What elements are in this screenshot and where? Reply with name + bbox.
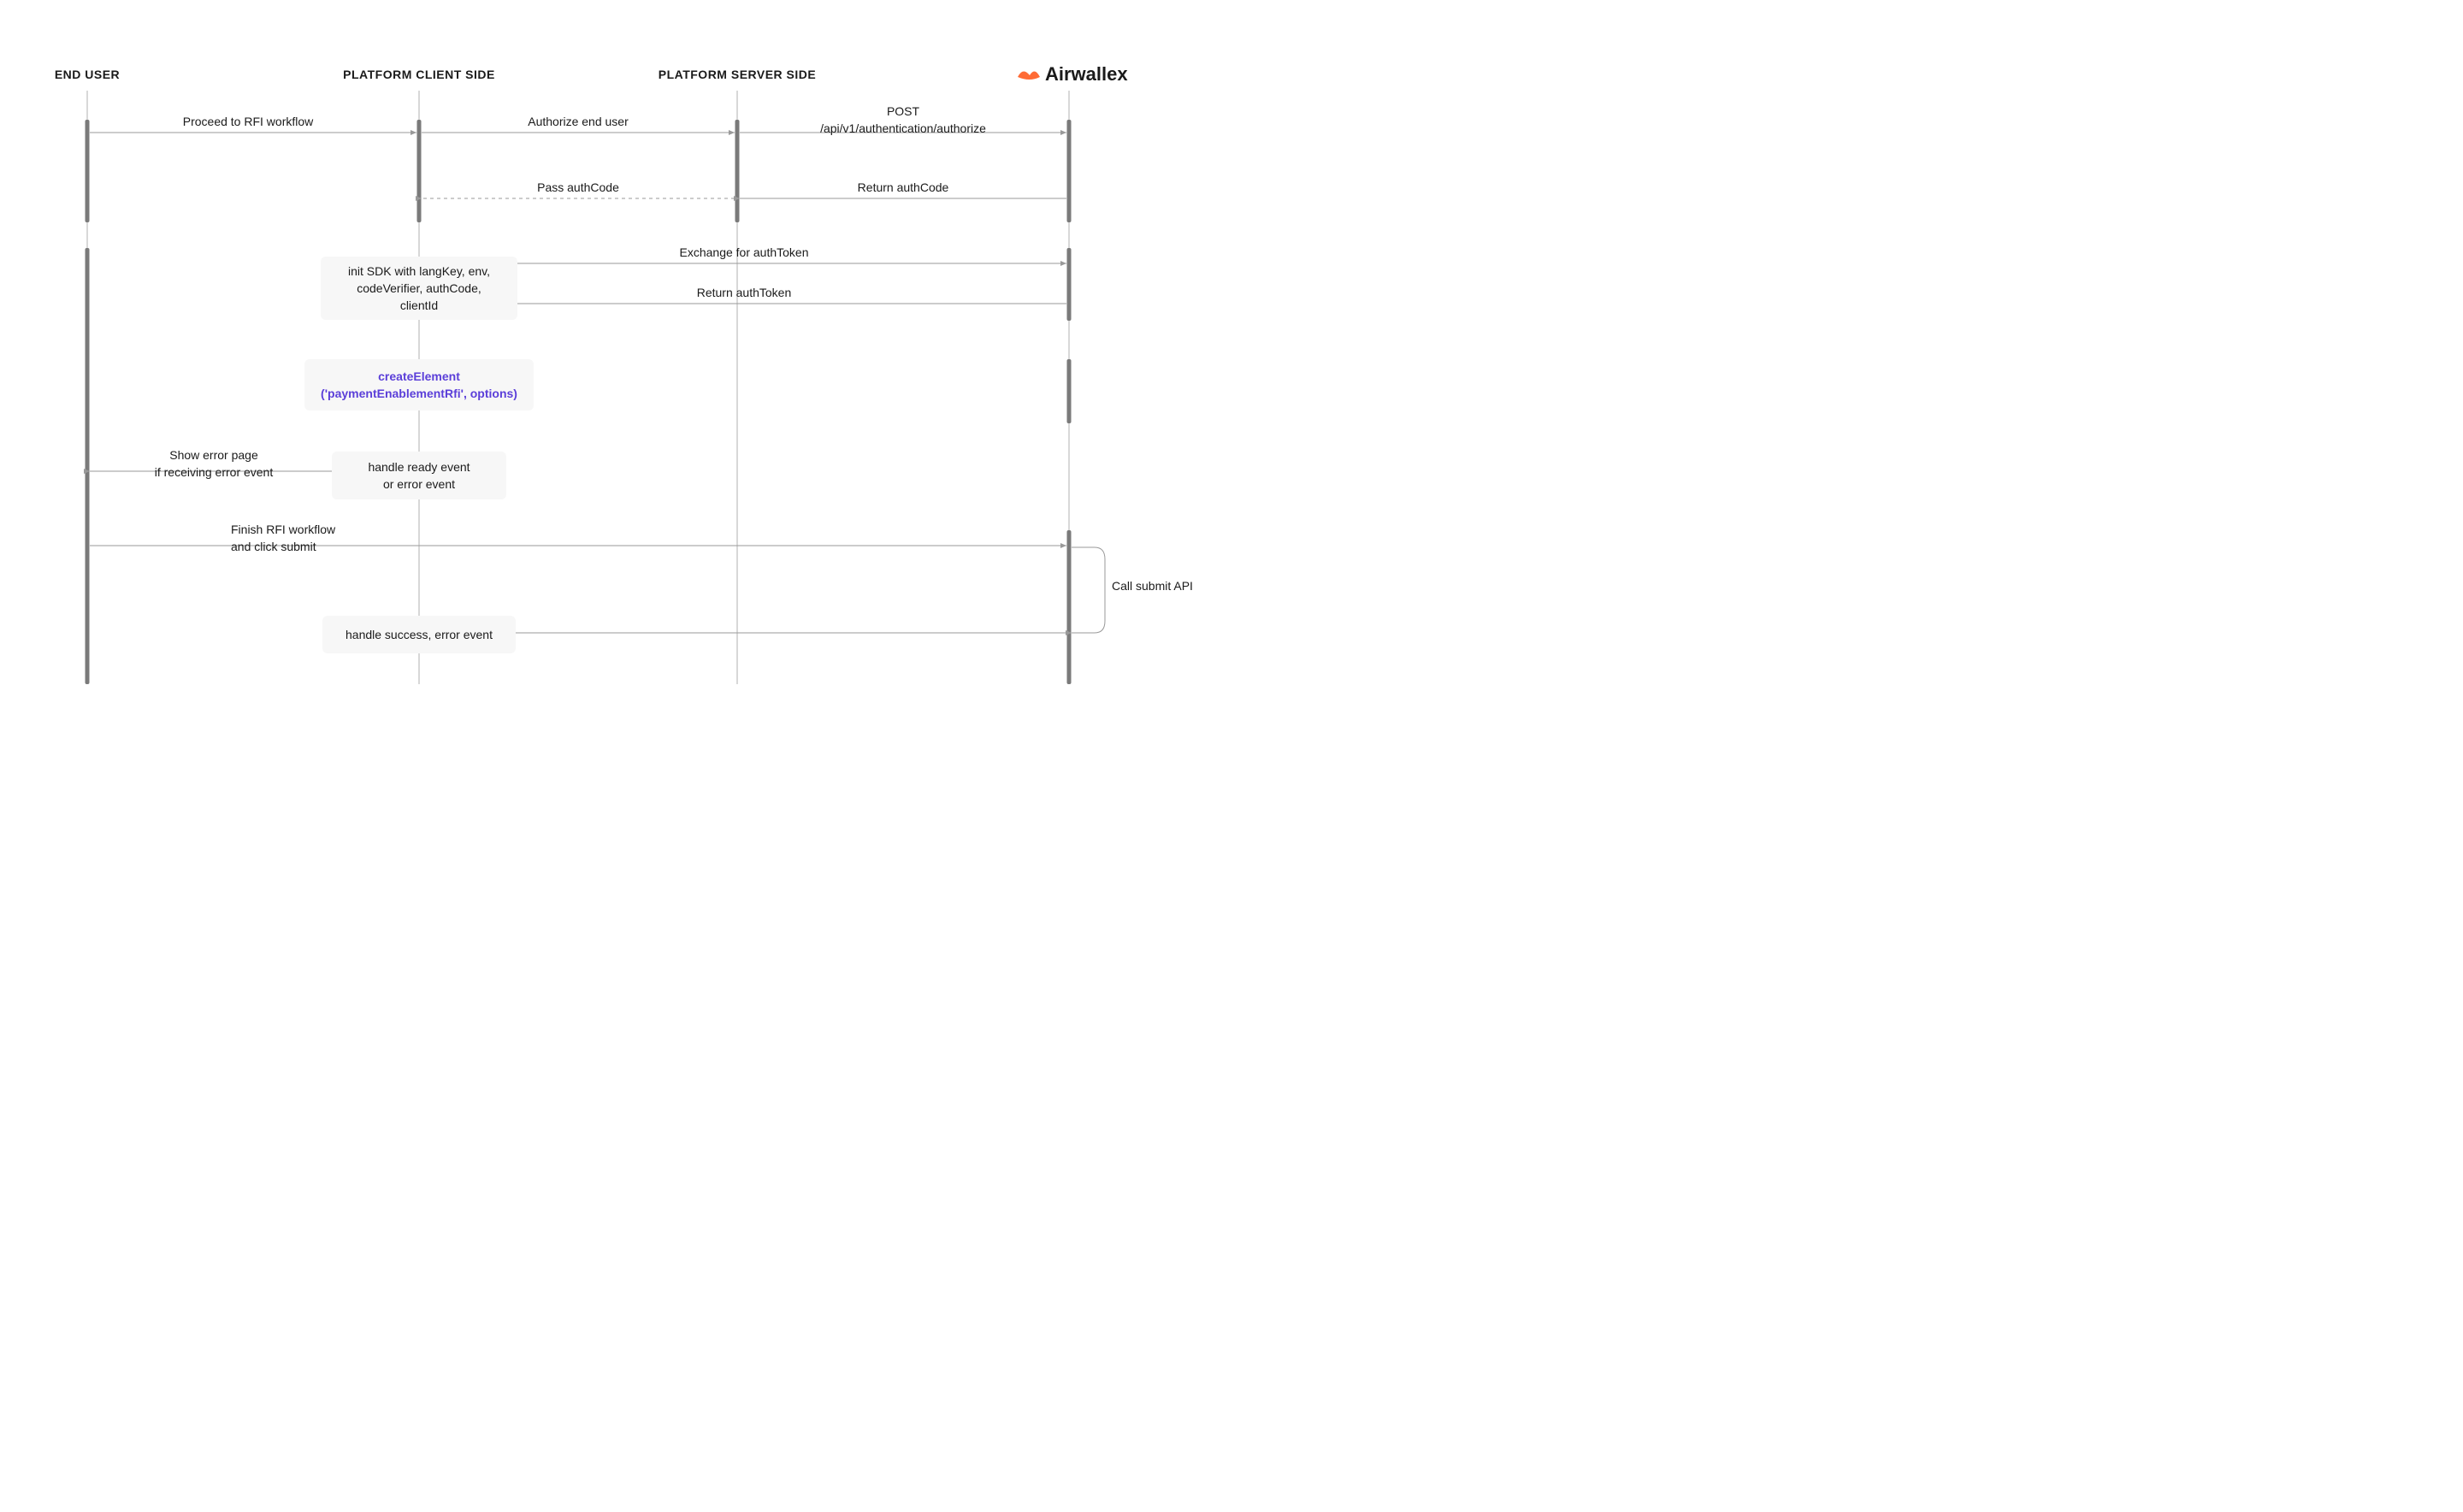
msg-label-4: Pass authCode: [537, 180, 619, 194]
self-loop: [1072, 547, 1105, 633]
msg-label-3: Return authCode: [858, 180, 949, 194]
msg-label-1: Authorize end user: [528, 115, 629, 128]
activation-airwallex: [1067, 248, 1072, 321]
activation-client: [417, 120, 422, 222]
activation-end_user: [86, 248, 90, 684]
msg-label-7-0: Show error page: [169, 448, 258, 462]
activation-airwallex: [1067, 530, 1072, 684]
activation-airwallex: [1067, 120, 1072, 222]
brand-logo: Airwallex: [1018, 63, 1128, 85]
msg-label-0: Proceed to RFI workflow: [183, 115, 314, 128]
msg-label-6: Return authToken: [697, 286, 792, 299]
msg-label-5: Exchange for authToken: [680, 245, 809, 259]
node-create: [304, 359, 534, 410]
node-ready: [332, 452, 506, 499]
node-sdk-line2: clientId: [400, 298, 438, 312]
msg-label-8-1: and click submit: [231, 540, 316, 553]
msg-label-2-0: POST: [887, 104, 920, 118]
msg-label-8-0: Finish RFI workflow: [231, 523, 336, 536]
node-sdk-line0: init SDK with langKey, env,: [348, 264, 490, 278]
node-create-line1: ('paymentEnablementRfi', options): [321, 387, 517, 400]
activation-airwallex: [1067, 359, 1072, 423]
node-ready-line0: handle ready event: [368, 460, 470, 474]
actor-client: PLATFORM CLIENT SIDE: [343, 68, 495, 81]
self-loop-label: Call submit API: [1112, 579, 1193, 593]
msg-label-7-1: if receiving error event: [155, 465, 274, 479]
activation-end_user: [86, 120, 90, 222]
actor-server: PLATFORM SERVER SIDE: [659, 68, 817, 81]
activation-server: [735, 120, 740, 222]
brand-icon: [1018, 71, 1040, 80]
node-ready-line1: or error event: [383, 477, 455, 491]
brand-name: Airwallex: [1045, 63, 1128, 85]
actor-end_user: END USER: [55, 68, 120, 81]
msg-label-2-1: /api/v1/authentication/authorize: [820, 121, 986, 135]
node-success-line0: handle success, error event: [346, 628, 493, 641]
node-create-line0: createElement: [378, 369, 460, 383]
node-sdk-line1: codeVerifier, authCode,: [357, 281, 481, 295]
sequence-diagram: END USER PLATFORM CLIENT SIDE PLATFORM SER…: [0, 0, 1232, 756]
